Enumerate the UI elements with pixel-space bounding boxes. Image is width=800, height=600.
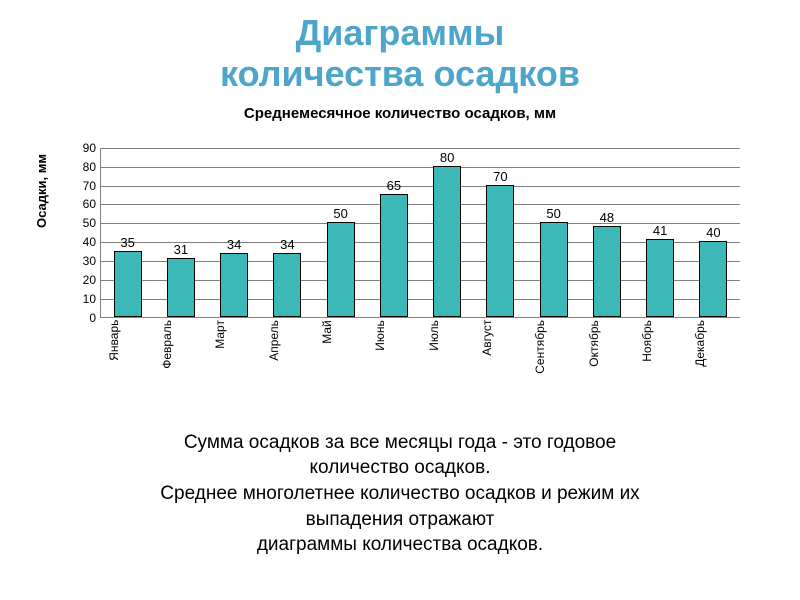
x-tick-label: Апрель xyxy=(267,320,307,376)
x-tick-label: Март xyxy=(213,320,253,376)
bars-container: 353134345065807050484140 xyxy=(101,148,740,317)
bar-value-label: 48 xyxy=(600,210,614,225)
footer-line: выпадения отражают xyxy=(306,509,495,530)
footer-line: диаграммы количества осадков. xyxy=(257,534,543,555)
bar: 48 xyxy=(593,226,621,317)
bar-value-label: 70 xyxy=(493,169,507,184)
bar: 70 xyxy=(486,185,514,317)
bar-slot: 35 xyxy=(108,148,148,317)
bar: 35 xyxy=(114,251,142,317)
y-tick-label: 80 xyxy=(71,160,101,174)
x-axis-labels: Январь Февраль Март Апрель Май Июнь Июль Август… xyxy=(100,320,740,376)
bar-slot: 34 xyxy=(267,148,307,317)
bar-slot: 50 xyxy=(321,148,361,317)
x-tick-label: Май xyxy=(320,320,360,376)
title-line-1: Диаграммы xyxy=(296,12,505,53)
y-tick-label: 70 xyxy=(71,179,101,193)
bar: 50 xyxy=(327,222,355,316)
bar-value-label: 50 xyxy=(333,206,347,221)
x-tick-label: Август xyxy=(480,320,520,376)
chart-title: Среднемесячное количество осадков, мм xyxy=(0,105,800,122)
bar: 34 xyxy=(273,253,301,317)
y-tick-label: 20 xyxy=(71,273,101,287)
bar: 50 xyxy=(540,222,568,316)
page-title: Диаграммы количества осадков xyxy=(0,0,800,95)
bar-value-label: 65 xyxy=(387,178,401,193)
bar-value-label: 41 xyxy=(653,223,667,238)
bar: 40 xyxy=(699,241,727,317)
x-tick-label: Июнь xyxy=(373,320,413,376)
x-tick-label: Ноябрь xyxy=(640,320,680,376)
bar-slot: 65 xyxy=(374,148,414,317)
y-tick-label: 60 xyxy=(71,197,101,211)
y-tick-label: 40 xyxy=(71,235,101,249)
bar-value-label: 34 xyxy=(280,237,294,252)
bar-slot: 70 xyxy=(480,148,520,317)
precipitation-chart: Осадки, мм 0102030405060708090 353134345… xyxy=(40,128,760,408)
bar-slot: 50 xyxy=(534,148,574,317)
x-tick-label: Февраль xyxy=(160,320,200,376)
bar-slot: 80 xyxy=(427,148,467,317)
y-tick-label: 30 xyxy=(71,254,101,268)
bar: 41 xyxy=(646,239,674,316)
bar-slot: 34 xyxy=(214,148,254,317)
y-tick-label: 10 xyxy=(71,292,101,306)
footer-line: количество осадков. xyxy=(310,457,491,478)
bar-slot: 40 xyxy=(693,148,733,317)
bar-slot: 31 xyxy=(161,148,201,317)
x-tick-label: Сентябрь xyxy=(533,320,573,376)
bar: 80 xyxy=(433,166,461,317)
y-tick-label: 50 xyxy=(71,216,101,230)
x-tick-label: Декабрь xyxy=(693,320,733,376)
chart-plot-area: 0102030405060708090 35313434506580705048… xyxy=(100,148,740,318)
x-tick-label: Октябрь xyxy=(587,320,627,376)
bar-value-label: 40 xyxy=(706,225,720,240)
footer-caption: Сумма осадков за все месяцы года - это г… xyxy=(0,430,800,558)
bar-value-label: 34 xyxy=(227,237,241,252)
y-tick-label: 0 xyxy=(71,311,101,325)
bar-slot: 41 xyxy=(640,148,680,317)
bar-slot: 48 xyxy=(587,148,627,317)
bar: 34 xyxy=(220,253,248,317)
x-tick-label: Январь xyxy=(107,320,147,376)
x-tick-label: Июль xyxy=(427,320,467,376)
bar-value-label: 35 xyxy=(120,235,134,250)
footer-line: Сумма осадков за все месяцы года - это г… xyxy=(184,432,616,453)
bar-value-label: 80 xyxy=(440,150,454,165)
y-tick-label: 90 xyxy=(71,141,101,155)
bar: 31 xyxy=(167,258,195,317)
bar-value-label: 31 xyxy=(174,242,188,257)
title-line-2: количества осадков xyxy=(220,53,580,94)
bar-value-label: 50 xyxy=(546,206,560,221)
y-axis-label: Осадки, мм xyxy=(34,154,49,228)
footer-line: Среднее многолетнее количество осадков и… xyxy=(160,483,639,504)
bar: 65 xyxy=(380,194,408,317)
